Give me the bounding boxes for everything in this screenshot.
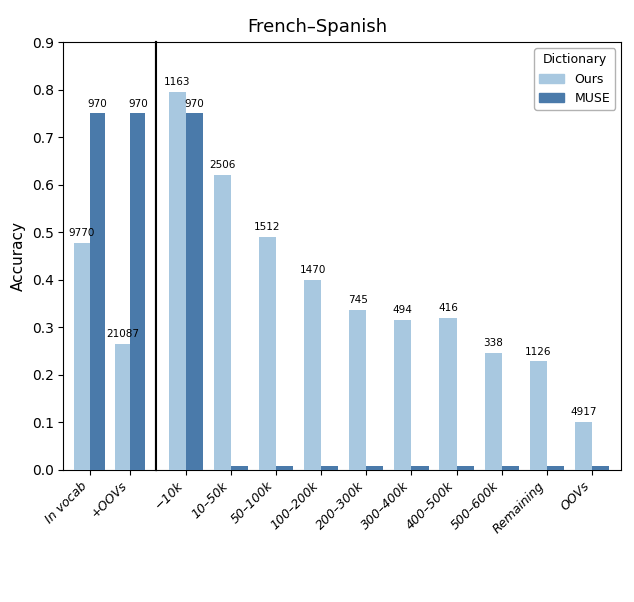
Bar (186, 113, 203, 470)
Bar (74, 243, 89, 470)
Bar (501, 466, 519, 470)
Bar (456, 466, 474, 470)
Text: 745: 745 (348, 295, 368, 305)
Bar (575, 422, 592, 470)
Text: 2506: 2506 (209, 160, 235, 170)
Legend: Ours, MUSE: Ours, MUSE (534, 48, 615, 110)
Bar (214, 175, 231, 470)
Bar (115, 344, 130, 470)
Bar (169, 92, 186, 470)
Text: 4917: 4917 (570, 408, 597, 417)
Bar (349, 309, 366, 470)
Bar (439, 318, 456, 470)
Bar (304, 279, 321, 470)
Text: 970: 970 (184, 99, 204, 108)
Text: French–Spanish: French–Spanish (247, 18, 387, 36)
Bar (276, 466, 293, 470)
Text: 970: 970 (128, 99, 148, 108)
Bar (259, 237, 276, 470)
Bar (130, 113, 145, 470)
Bar (529, 361, 547, 470)
Bar (547, 466, 564, 470)
Text: 9770: 9770 (69, 228, 95, 238)
Bar (366, 466, 384, 470)
Bar (394, 320, 411, 470)
Bar (231, 466, 248, 470)
Bar (411, 466, 429, 470)
Bar (89, 113, 105, 470)
Bar (484, 353, 501, 470)
Text: 1163: 1163 (164, 77, 190, 87)
Bar (321, 466, 339, 470)
Text: 21087: 21087 (106, 329, 139, 339)
Bar (592, 466, 609, 470)
Text: 494: 494 (393, 305, 413, 315)
Text: 970: 970 (87, 99, 107, 108)
Text: 1126: 1126 (525, 347, 552, 356)
Text: 1470: 1470 (299, 265, 326, 275)
Y-axis label: Accuracy: Accuracy (11, 221, 26, 291)
Text: 1512: 1512 (254, 222, 281, 232)
Text: 338: 338 (483, 338, 503, 349)
Text: 416: 416 (438, 303, 458, 313)
